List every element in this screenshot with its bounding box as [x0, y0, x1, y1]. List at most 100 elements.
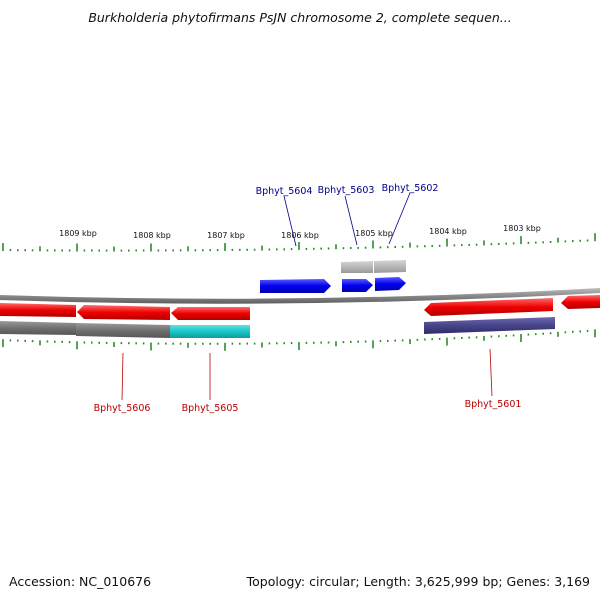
tick-mark	[105, 249, 108, 252]
gene-arrow-bphyt-5601[interactable]	[424, 298, 553, 316]
tick-mark	[135, 342, 137, 345]
tick-mark	[327, 341, 330, 344]
tick-mark	[283, 248, 285, 251]
tick-mark	[401, 245, 404, 248]
tick-mark	[105, 341, 108, 344]
tick-mark	[128, 249, 130, 252]
gene-label[interactable]: Bphyt_5601	[465, 399, 522, 410]
tick-mark	[564, 240, 567, 243]
tick-mark	[83, 249, 86, 252]
tick-mark	[327, 247, 330, 250]
tick-mark	[594, 233, 596, 242]
tick-mark	[150, 342, 152, 351]
gene-label[interactable]: Bphyt_5602	[382, 183, 439, 194]
tick-mark	[483, 335, 485, 341]
leader-line	[489, 348, 493, 397]
tick-mark	[68, 341, 71, 344]
tick-mark	[364, 340, 367, 343]
feature-block[interactable]	[374, 260, 406, 273]
tick-mark	[512, 334, 515, 337]
tick-mark	[239, 342, 241, 345]
tick-mark	[379, 246, 382, 249]
tick-mark	[209, 342, 211, 345]
tick-mark	[31, 249, 34, 252]
tick-mark	[54, 249, 56, 252]
tick-mark	[268, 342, 271, 345]
outer-tick-row	[2, 233, 596, 252]
tick-mark	[505, 242, 507, 245]
tick-mark	[91, 249, 93, 252]
tick-mark	[179, 249, 182, 252]
tick-mark	[98, 249, 100, 252]
tick-mark	[2, 339, 4, 348]
tick-mark	[305, 341, 308, 344]
feature-block[interactable]	[170, 325, 250, 338]
tick-mark	[498, 242, 500, 245]
tick-mark	[17, 339, 19, 342]
tick-mark	[520, 334, 522, 342]
tick-mark	[9, 339, 12, 342]
gene-arrow[interactable]	[0, 303, 76, 317]
tick-mark	[542, 241, 544, 244]
tick-mark	[572, 240, 574, 243]
gene-arrow-bphyt-5605[interactable]	[171, 307, 250, 320]
gene-label[interactable]: Bphyt_5606	[94, 403, 151, 414]
tick-mark	[165, 249, 167, 252]
tick-mark	[253, 248, 256, 251]
tick-mark	[246, 342, 248, 345]
tick-mark	[527, 333, 530, 336]
gene-arrow[interactable]	[561, 295, 600, 309]
tick-mark	[446, 337, 448, 346]
feature-block[interactable]	[76, 323, 170, 338]
tick-mark	[91, 341, 93, 344]
chromosome-backbone	[0, 288, 600, 304]
tick-mark	[520, 236, 522, 245]
tick-mark	[572, 330, 574, 333]
feature-block[interactable]	[341, 261, 373, 273]
tick-mark	[283, 342, 285, 345]
tick-mark	[24, 249, 26, 252]
tick-mark	[261, 245, 263, 251]
gene-arrow-bphyt-5602[interactable]	[375, 277, 406, 291]
tick-mark	[424, 338, 426, 341]
tick-mark	[549, 241, 552, 243]
tick-mark	[113, 342, 115, 347]
tick-mark	[246, 248, 248, 251]
tick-label: 1806 kbp	[281, 231, 319, 240]
tick-mark	[409, 242, 411, 248]
gene-arrow-bphyt-5603[interactable]	[342, 279, 373, 292]
tick-mark	[187, 342, 189, 348]
tick-mark	[357, 246, 359, 249]
tick-mark	[276, 248, 278, 251]
gene-arrow-bphyt-5606[interactable]	[77, 305, 170, 320]
feature-block[interactable]	[0, 321, 76, 335]
gene-label[interactable]: Bphyt_5605	[182, 403, 239, 414]
tick-mark	[557, 237, 559, 243]
gene-arrow-bphyt-5604[interactable]	[260, 279, 331, 293]
tick-mark	[401, 339, 404, 342]
tick-mark	[416, 245, 419, 248]
feature-block[interactable]	[424, 317, 555, 334]
genome-summary-text: Topology: circular; Length: 3,625,999 bp…	[246, 574, 590, 589]
tick-mark	[231, 248, 234, 251]
map-title: Burkholderia phytofirmans PsJN chromosom…	[88, 10, 511, 25]
tick-mark	[224, 342, 226, 351]
tick-mark	[179, 342, 182, 345]
tick-mark	[512, 242, 515, 245]
tick-mark	[305, 247, 308, 250]
tick-mark	[202, 342, 204, 345]
tick-mark	[461, 337, 463, 339]
tick-mark	[224, 243, 226, 251]
tick-mark	[76, 243, 78, 252]
tick-mark	[453, 337, 456, 340]
gene-label[interactable]: Bphyt_5604	[256, 186, 313, 197]
tick-mark	[61, 340, 63, 343]
leader-line	[121, 352, 124, 401]
tick-mark	[498, 335, 500, 338]
tick-label: 1809 kbp	[59, 229, 97, 238]
tick-mark	[46, 340, 49, 343]
tick-label: 1808 kbp	[133, 231, 171, 240]
tick-mark	[157, 249, 160, 252]
gene-label[interactable]: Bphyt_5603	[318, 185, 375, 196]
